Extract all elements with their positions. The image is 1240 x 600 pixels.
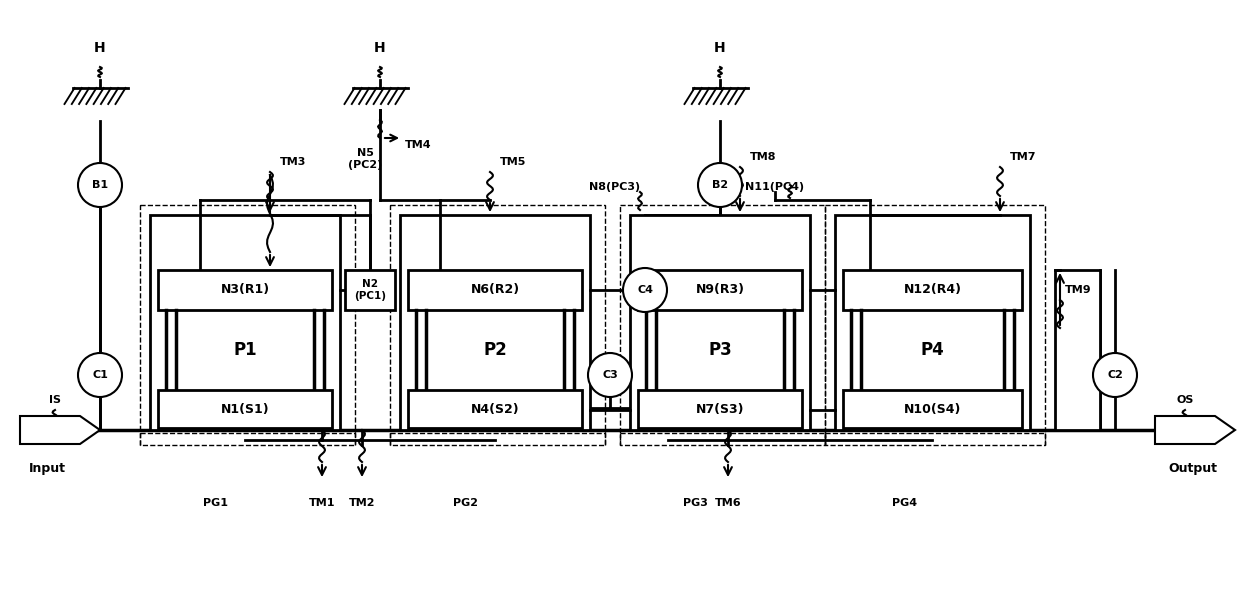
Text: TM3: TM3 xyxy=(280,157,306,167)
Bar xyxy=(620,205,825,445)
Text: P1: P1 xyxy=(233,341,257,359)
Bar xyxy=(140,205,355,445)
Text: N11(PC4): N11(PC4) xyxy=(745,182,805,192)
Text: IS: IS xyxy=(50,395,61,405)
Text: C4: C4 xyxy=(637,285,653,295)
Text: TM2: TM2 xyxy=(348,498,376,508)
Text: TM5: TM5 xyxy=(500,157,526,167)
Text: N3(R1): N3(R1) xyxy=(221,283,269,296)
Text: N2
(PC1): N2 (PC1) xyxy=(353,279,386,301)
Bar xyxy=(408,270,582,310)
Circle shape xyxy=(588,353,632,397)
Text: PG1: PG1 xyxy=(202,498,227,508)
Circle shape xyxy=(78,353,122,397)
Text: TM1: TM1 xyxy=(309,498,335,508)
Text: N12(R4): N12(R4) xyxy=(904,283,961,296)
Text: N8(PC3): N8(PC3) xyxy=(589,182,641,192)
Text: Input: Input xyxy=(29,462,66,475)
Text: TM4: TM4 xyxy=(405,140,432,150)
Text: P2: P2 xyxy=(484,341,507,359)
Bar xyxy=(630,215,810,430)
Text: PG2: PG2 xyxy=(453,498,477,508)
Bar xyxy=(1055,270,1100,430)
Circle shape xyxy=(698,163,742,207)
Text: P4: P4 xyxy=(920,341,945,359)
Circle shape xyxy=(1092,353,1137,397)
Text: C1: C1 xyxy=(92,370,108,380)
FancyArrow shape xyxy=(1154,416,1235,444)
Bar xyxy=(401,215,590,430)
Text: TM7: TM7 xyxy=(1011,152,1037,162)
Text: N7(S3): N7(S3) xyxy=(696,403,744,415)
Circle shape xyxy=(78,163,122,207)
Text: N10(S4): N10(S4) xyxy=(904,403,961,415)
Text: TM9: TM9 xyxy=(1065,285,1091,295)
Bar xyxy=(408,390,582,428)
Text: H: H xyxy=(94,41,105,55)
Bar xyxy=(157,270,332,310)
Text: H: H xyxy=(714,41,725,55)
Text: OS: OS xyxy=(1177,395,1194,405)
Text: Output: Output xyxy=(1168,462,1216,475)
Bar xyxy=(843,390,1022,428)
Text: N4(S2): N4(S2) xyxy=(471,403,520,415)
Text: N9(R3): N9(R3) xyxy=(696,283,744,296)
Text: N6(R2): N6(R2) xyxy=(470,283,520,296)
Text: TM6: TM6 xyxy=(714,498,742,508)
Bar xyxy=(639,270,802,310)
Bar xyxy=(150,215,340,430)
Bar xyxy=(391,205,605,445)
Bar xyxy=(639,390,802,428)
Bar xyxy=(345,270,396,310)
Text: PG3: PG3 xyxy=(682,498,708,508)
Text: C3: C3 xyxy=(603,370,618,380)
Text: PG4: PG4 xyxy=(893,498,918,508)
Circle shape xyxy=(622,268,667,312)
Text: B2: B2 xyxy=(712,180,728,190)
Text: TM8: TM8 xyxy=(750,152,776,162)
Text: N5
(PC2): N5 (PC2) xyxy=(348,148,382,170)
Bar xyxy=(157,390,332,428)
Bar xyxy=(835,215,1030,430)
Bar xyxy=(825,205,1045,445)
Text: H: H xyxy=(374,41,386,55)
Text: P3: P3 xyxy=(708,341,732,359)
Text: B1: B1 xyxy=(92,180,108,190)
Text: N1(S1): N1(S1) xyxy=(221,403,269,415)
Text: C2: C2 xyxy=(1107,370,1123,380)
FancyArrow shape xyxy=(20,416,100,444)
Bar xyxy=(843,270,1022,310)
